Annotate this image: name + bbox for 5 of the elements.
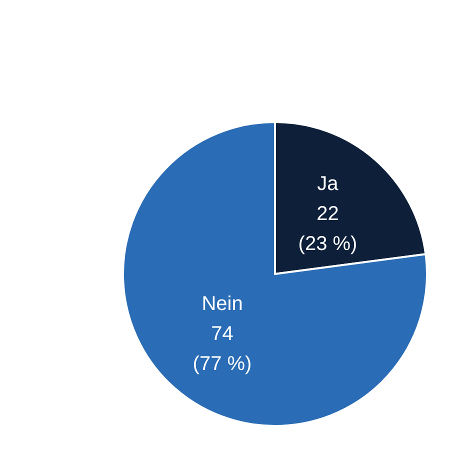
slice-label: Nein [202, 293, 243, 316]
pie-slice [122, 121, 428, 427]
data-label: 22 (23 %) [298, 202, 358, 255]
slice-label: Ja [317, 172, 340, 195]
data-label: 74 (77 %) [192, 323, 252, 376]
